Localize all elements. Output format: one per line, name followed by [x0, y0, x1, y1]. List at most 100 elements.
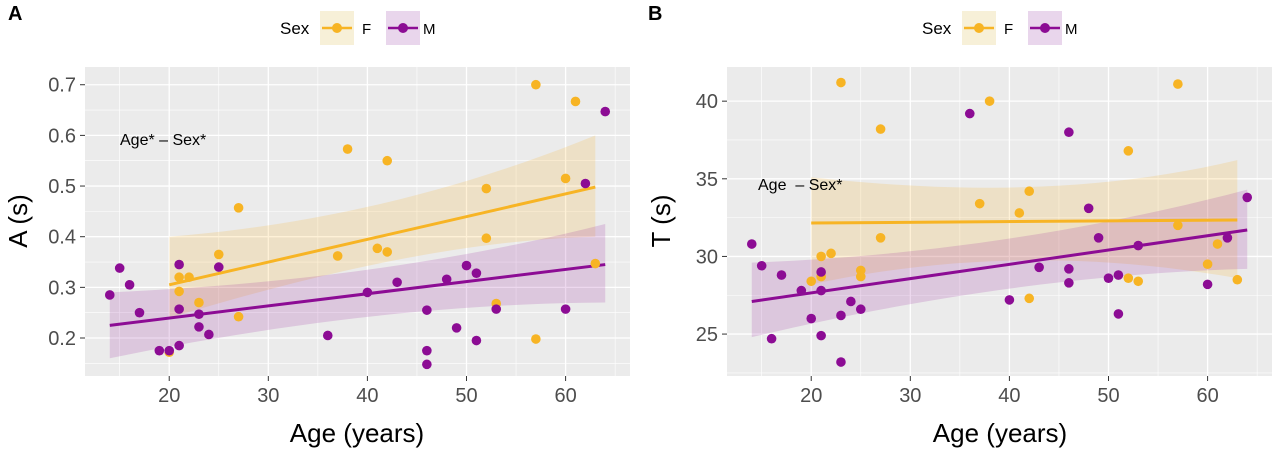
legend-b: Sex F M — [922, 11, 1078, 45]
point-f — [1202, 259, 1213, 270]
y-tick-label: 35 — [696, 169, 718, 191]
point-m — [1034, 262, 1044, 273]
point-m — [461, 260, 472, 271]
point-m — [134, 307, 145, 318]
point-m — [104, 290, 115, 300]
x-tick-label: 40 — [356, 385, 378, 407]
point-m — [114, 263, 125, 273]
y-tick-label: 0.6 — [48, 125, 76, 147]
point-m — [796, 285, 807, 296]
y-tick-label: 25 — [696, 324, 718, 346]
point-m — [776, 270, 787, 280]
point-m — [766, 333, 777, 344]
legend-entry-f-b: F — [1004, 21, 1013, 38]
point-f — [590, 258, 601, 269]
point-m — [174, 304, 184, 314]
point-f — [174, 272, 184, 283]
point-m — [746, 239, 757, 249]
point-f — [531, 79, 541, 90]
point-m — [836, 310, 846, 321]
point-f — [481, 233, 492, 244]
point-m — [392, 277, 402, 288]
point-f — [1123, 146, 1134, 156]
point-m — [1093, 233, 1104, 243]
point-m — [816, 285, 826, 296]
x-tick-label: 50 — [455, 385, 477, 407]
point-m — [422, 305, 432, 315]
legend-key-dot-m-a — [398, 23, 408, 33]
x-axis-label-b: Age (years) — [933, 418, 1067, 448]
y-axis-label-a: A (s) — [3, 194, 33, 247]
fit-line-f — [168, 185, 596, 287]
ticks-a: 20 30 40 50 60 0.2 0.3 0.4 0.5 0.6 0.7 — [48, 75, 577, 407]
point-m — [204, 329, 214, 340]
point-m — [1222, 233, 1233, 243]
point-f — [174, 286, 184, 297]
points-b — [746, 77, 1253, 367]
legend-key-dot-m-b — [1040, 23, 1050, 33]
point-m — [174, 340, 184, 351]
point-f — [855, 271, 866, 282]
point-f — [1024, 293, 1035, 304]
point-m — [816, 267, 826, 277]
point-m — [154, 345, 165, 356]
point-m — [322, 330, 333, 341]
annotation-a: Age* – Sex* — [120, 132, 206, 149]
point-m — [836, 357, 846, 367]
point-m — [1242, 192, 1253, 203]
point-f — [806, 276, 817, 287]
point-f — [875, 124, 886, 134]
panel-a: A Sex F M 20 30 40 50 60 0.2 0.3 0.4 0.5 0.6 0.7 A… — [3, 3, 630, 448]
point-f — [1173, 220, 1183, 231]
point-m — [362, 287, 373, 298]
x-tick-label: 60 — [554, 385, 576, 407]
fit-lines-a — [109, 185, 606, 327]
point-f — [1212, 239, 1223, 249]
point-m — [422, 359, 432, 370]
point-m — [164, 345, 175, 356]
point-f — [372, 243, 383, 254]
point-m — [1113, 270, 1124, 280]
point-m — [1133, 240, 1144, 251]
ci-band-m — [751, 189, 1248, 338]
legend-key-dot-f-a — [332, 23, 342, 33]
point-m — [846, 296, 856, 307]
fit-line-m — [751, 228, 1248, 303]
panel-label-a: A — [8, 3, 22, 25]
point-f — [816, 251, 826, 262]
point-m — [174, 259, 184, 270]
fit-line-f — [811, 218, 1238, 225]
y-tick-label: 0.4 — [48, 227, 76, 249]
point-m — [806, 313, 817, 324]
point-m — [756, 260, 767, 271]
point-f — [836, 77, 846, 88]
x-tick-label: 20 — [800, 385, 822, 407]
legend-a: Sex F M — [280, 11, 436, 45]
y-tick-label: 30 — [696, 246, 718, 268]
point-f — [826, 248, 836, 259]
x-tick-label: 30 — [257, 385, 279, 407]
y-tick-label: 0.5 — [48, 176, 76, 198]
legend-entry-f-a: F — [362, 21, 371, 38]
x-tick-label: 40 — [998, 385, 1020, 407]
point-f — [184, 272, 194, 283]
point-m — [816, 330, 826, 341]
y-tick-label: 0.3 — [48, 277, 76, 299]
legend-title-a: Sex — [280, 19, 310, 38]
plot-area-a — [85, 67, 630, 376]
point-m — [451, 323, 462, 333]
point-f — [233, 311, 244, 322]
point-m — [600, 106, 611, 117]
point-m — [194, 322, 204, 332]
point-f — [332, 251, 343, 261]
point-m — [855, 304, 866, 315]
point-f — [1133, 276, 1144, 287]
point-m — [1113, 309, 1124, 319]
points-a — [104, 79, 611, 370]
x-tick-label: 60 — [1196, 385, 1218, 407]
point-f — [1232, 274, 1243, 285]
point-m — [1064, 127, 1074, 138]
point-f — [570, 96, 581, 107]
point-m — [1064, 264, 1074, 274]
